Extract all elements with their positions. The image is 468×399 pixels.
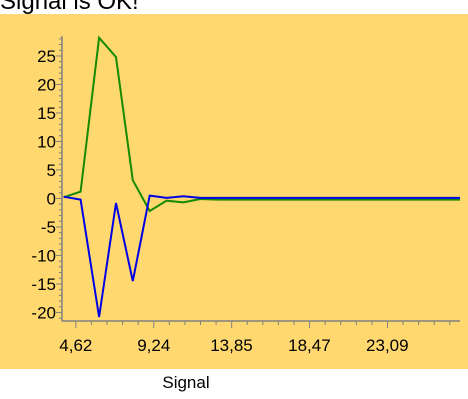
plot-background <box>0 14 468 369</box>
chart-panel: 25 20 15 10 5 0 -5 -10 -15 -20 4,62 9,24 13,85 18,47 2… <box>0 14 468 369</box>
series-line-blue <box>63 194 460 318</box>
tick-labels-group: 25 20 15 10 5 0 -5 -10 -15 -204,62 9,24 13,85 18,47 2… <box>31 47 408 355</box>
y-tick-label: -20 <box>31 303 56 322</box>
y-tick-label: -15 <box>31 275 56 294</box>
y-tick-label: 25 <box>37 47 56 66</box>
x-tick-label: 9,24 <box>137 336 170 355</box>
y-tick-label: 5 <box>47 161 56 180</box>
x-tick-label: 18,47 <box>288 336 331 355</box>
x-tick-label: 4,62 <box>59 336 92 355</box>
x-tick-label: 23,09 <box>366 336 409 355</box>
chart-svg: 25 20 15 10 5 0 -5 -10 -15 -204,62 9,24 13,85 18,47 2… <box>0 14 468 369</box>
y-tick-label: -10 <box>31 246 56 265</box>
axes-group <box>56 36 460 328</box>
y-tick-label: -5 <box>41 218 56 237</box>
x-tick-label: 13,85 <box>210 336 253 355</box>
y-tick-label: 0 <box>47 189 56 208</box>
y-tick-label: 10 <box>37 132 56 151</box>
series-line-green <box>63 35 460 213</box>
series-group <box>63 35 460 318</box>
y-tick-label: 20 <box>37 75 56 94</box>
y-tick-label: 15 <box>37 104 56 123</box>
x-axis-label: Signal <box>162 373 210 392</box>
chart-title: Signal is OK! <box>0 0 139 15</box>
